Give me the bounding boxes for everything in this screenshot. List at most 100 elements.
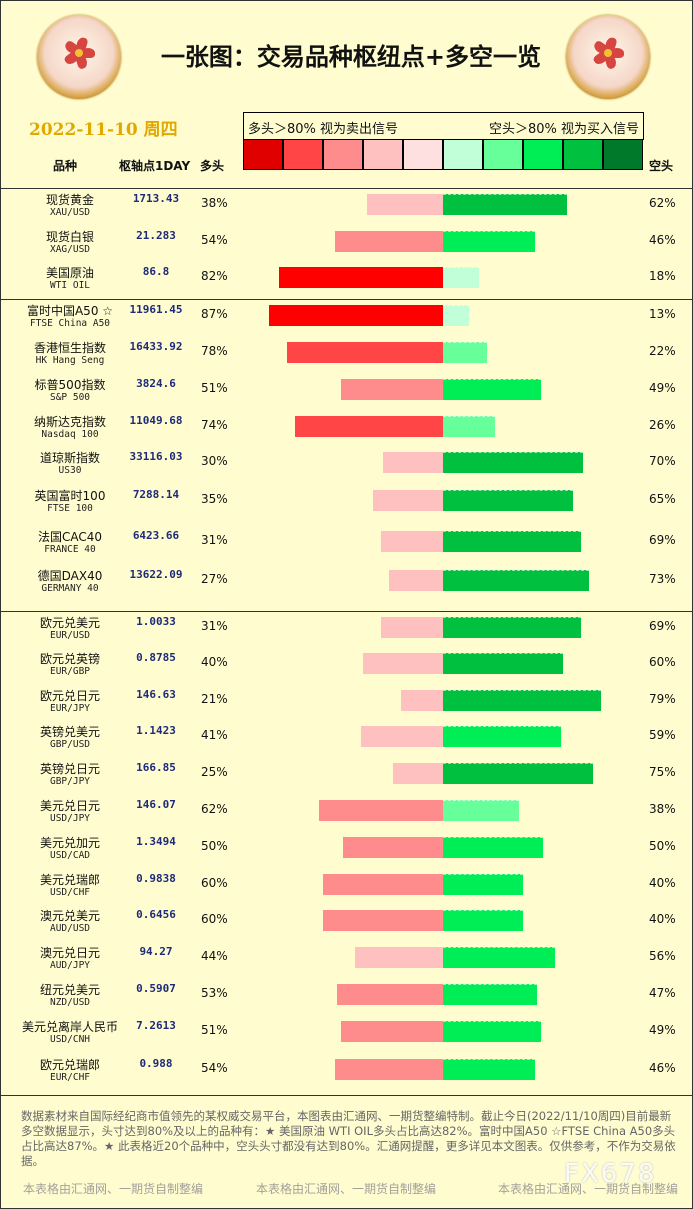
short-bar [443,800,519,821]
table-row: 美元兑离岸人民币 USD/CNH 7.2613 51% 49% [1,1015,692,1051]
long-bar [295,416,443,437]
long-bar [279,267,443,288]
short-bar [443,231,535,252]
long-percent-label: 21% [201,692,228,706]
logo-center-icon [75,48,83,57]
short-percent-label: 62% [649,196,676,210]
long-bar [361,726,443,747]
footer-divider [1,1095,692,1096]
long-percent-label: 50% [201,839,228,853]
instrument-code: AUD/USD [49,923,91,934]
long-bar [287,342,443,363]
short-bar [443,531,581,552]
legend-swatch [483,139,523,170]
instrument-name: 美国原油 [45,266,94,280]
short-percent-label: 47% [649,986,676,1000]
instrument-code: USD/CNH [49,1034,91,1045]
header-divider [1,188,692,189]
short-bar [443,570,589,591]
table-row: 英镑兑日元 GBP/JPY 166.85 25% 75% [1,757,692,793]
legend-box: 多头＞80% 视为卖出信号 空头＞80% 视为买入信号 [243,112,644,140]
long-percent-label: 62% [201,802,228,816]
instrument-code: US30 [58,465,82,476]
long-percent-label: 38% [201,196,228,210]
table-row: 澳元兑日元 AUD/JPY 94.27 44% 56% [1,941,692,977]
header-short: 空头 [649,159,674,173]
short-percent-label: 46% [649,1061,676,1075]
short-percent-label: 79% [649,692,676,706]
long-percent-label: 41% [201,728,228,742]
short-percent-label: 46% [649,233,676,247]
table-row: 现货白银 XAG/USD 21.283 54% 46% [1,225,692,261]
pivot-value: 0.5907 [136,982,176,995]
long-bar [389,570,443,591]
legend-swatch [283,139,323,170]
instrument-name: 欧元兑日元 [39,689,100,703]
logo-center-icon [604,48,612,57]
watermark: FX678 [564,1159,657,1189]
header-long: 多头 [200,159,225,173]
table-row: 纽元兑美元 NZD/USD 0.5907 53% 47% [1,978,692,1014]
long-bar [335,231,443,252]
pivot-value: 6423.66 [132,529,180,542]
short-bar [443,416,495,437]
instrument-name: 澳元兑美元 [39,909,100,923]
instrument-name: 法国CAC40 [37,530,103,544]
legend-swatch [243,139,283,170]
instrument-code: GBP/JPY [49,776,91,787]
instrument-code: FRANCE 40 [44,544,96,555]
short-percent-label: 26% [649,418,676,432]
short-percent-label: 49% [649,1023,676,1037]
short-bar [443,763,593,784]
footer-credit-2: 本表格由汇通网、一期货自制整编 [256,1182,437,1196]
pivot-value: 1.0033 [136,615,176,628]
table-row: 澳元兑美元 AUD/USD 0.6456 60% 40% [1,904,692,940]
group-divider-1 [1,299,692,300]
short-percent-label: 18% [649,269,676,283]
instrument-code: AUD/JPY [49,960,91,971]
table-row: 欧元兑瑞郎 EUR/CHF 0.988 54% 46% [1,1053,692,1089]
instrument-code: Nasdaq 100 [41,429,99,440]
instrument-code: GBP/USD [49,739,91,750]
long-percent-label: 54% [201,1061,228,1075]
legend-swatch [563,139,603,170]
instrument-name: 标普500指数 [34,378,106,392]
short-bar [443,837,543,858]
instrument-code: XAG/USD [49,244,91,255]
pivot-value: 94.27 [139,945,173,958]
instrument-name: 现货白银 [45,230,94,244]
instrument-name: 英国富时100 [34,489,106,503]
pivot-value: 166.85 [136,761,176,774]
pivot-value: 33116.03 [129,450,183,463]
pivot-value: 3824.6 [136,377,176,390]
long-bar [323,874,443,895]
instrument-name: 美元兑离岸人民币 [21,1020,118,1034]
long-bar [381,531,443,552]
short-bar [443,910,523,931]
long-bar [381,617,443,638]
table-row: 富时中国A50 ☆ FTSE China A50 11961.45 87% 13% [1,299,692,335]
instrument-name: 欧元兑英镑 [39,652,100,666]
instrument-name: 纳斯达克指数 [33,415,106,429]
pivot-value: 0.6456 [136,908,176,921]
long-percent-label: 54% [201,233,228,247]
long-bar [319,800,443,821]
instrument-code: WTI OIL [49,280,91,291]
long-percent-label: 30% [201,454,228,468]
short-percent-label: 50% [649,839,676,853]
instrument-code: USD/CHF [49,887,91,898]
long-bar [393,763,443,784]
instrument-name: 富时中国A50 ☆ [26,304,114,318]
footer-credit-1: 本表格由汇通网、一期货自制整编 [23,1182,204,1196]
long-percent-label: 51% [201,381,228,395]
table-row: 法国CAC40 FRANCE 40 6423.66 31% 69% [1,525,692,561]
long-bar [383,452,443,473]
short-percent-label: 49% [649,381,676,395]
header-pivot: 枢轴点1DAY [119,159,191,173]
table-row: 美元兑日元 USD/JPY 146.07 62% 38% [1,794,692,830]
footer-note: 数据素材来自国际经纪商市值领先的某权威交易平台，本图表由汇通网、一期货整编特制。… [21,1109,676,1168]
short-percent-label: 60% [649,655,676,669]
table-row: 德国DAX40 GERMANY 40 13622.09 27% 73% [1,564,692,600]
pivot-value: 1.1423 [136,724,176,737]
